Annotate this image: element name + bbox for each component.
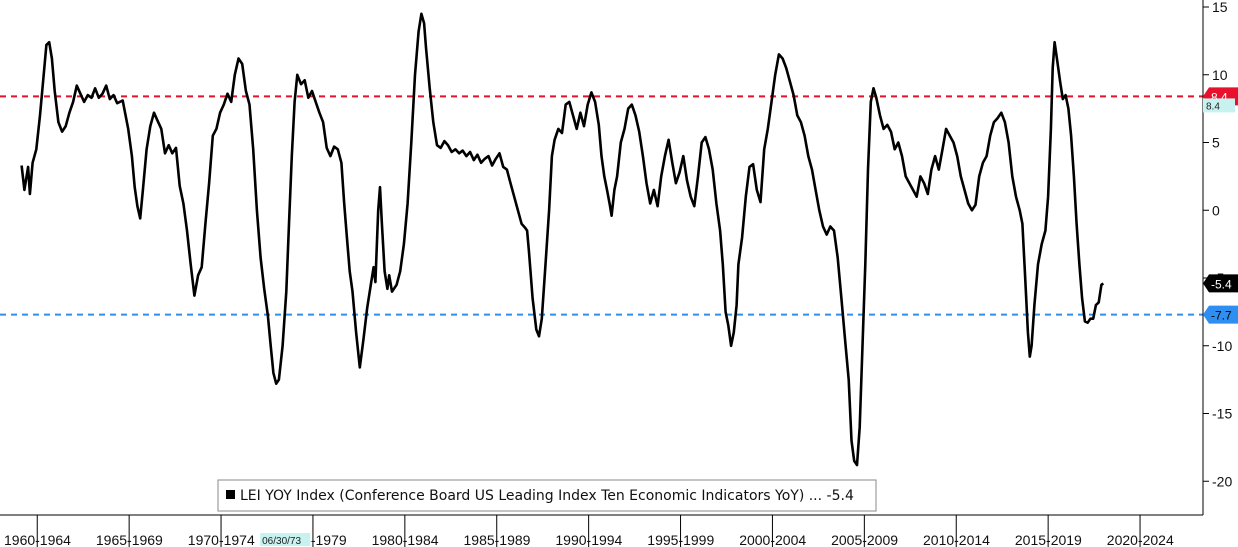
x-period-label: 2005-2009 [831,532,898,547]
x-period-label: 1965-1969 [96,532,163,547]
y-tick-label: -15 [1212,406,1232,422]
x-period-label: 1960-1964 [4,532,71,547]
x-period-label: 2015-2019 [1015,532,1082,547]
series-layer [20,12,1105,467]
x-axis: 1960-1964 1965-1969 1970-1974 1975-1979 1980… [0,514,1203,547]
x-period-label: 1970-1974 [188,532,255,547]
series-line-0 [20,12,1105,467]
x-period-label: 2020-2024 [1107,532,1174,547]
x-period-label: 1990-1994 [555,532,622,547]
date-marker-label: 06/30/73 [262,536,301,547]
x-period-label: 1985-1989 [464,532,531,547]
date-marker-bg [260,533,311,546]
right-value-tags: 8.48.4-5.4-7.7 [1203,87,1238,324]
value-note-label: 8.4 [1206,101,1220,112]
legend[interactable]: LEI YOY Index (Conference Board US Leadi… [217,479,877,512]
value-tag-label-2: -7.7 [1211,309,1232,323]
x-period-label: 1980-1984 [372,532,439,547]
y-tick-label: -10 [1212,338,1232,354]
y-tick-label: 5 [1212,135,1220,151]
y-tick-label: 10 [1212,67,1228,83]
y-tick-label: -20 [1212,473,1232,489]
value-tag-bg-2 [1203,305,1238,324]
value-tag-bg-1 [1203,274,1238,293]
legend-swatch [226,490,235,499]
y-tick-label: 15 [1212,0,1228,15]
legend-box [217,479,877,512]
x-period-label: 2010-2014 [923,532,990,547]
y-tick-label: 0 [1212,202,1220,218]
x-period-label: 2000-2004 [739,532,806,547]
date-marker-layer: 06/30/73 [260,533,311,547]
reference-lines [0,95,1203,316]
value-note-bg [1203,98,1235,113]
value-tag-label-1: -5.4 [1211,277,1232,291]
x-period-label: 1995-1999 [647,532,714,547]
legend-label: LEI YOY Index (Conference Board US Leadi… [240,488,854,504]
